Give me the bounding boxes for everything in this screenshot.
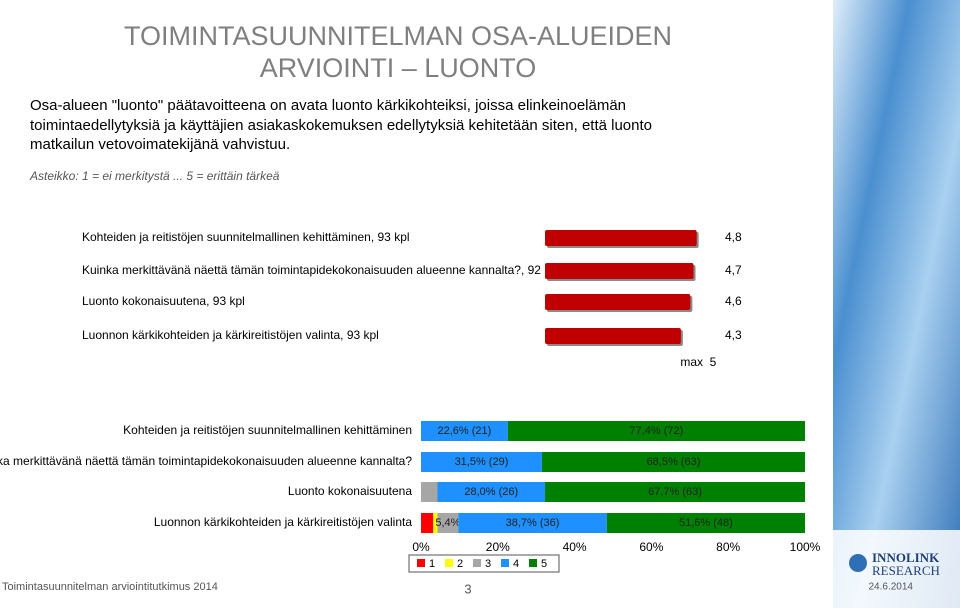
- x-tick-label: 5: [710, 355, 717, 369]
- value-label: 4,7: [725, 263, 742, 277]
- bar: [545, 294, 691, 310]
- value-label: 5,4%: [435, 517, 460, 529]
- value-label: 4,8: [725, 230, 742, 244]
- x-tick-label: 60%: [639, 540, 663, 554]
- bar-segment: [433, 513, 438, 533]
- bar-segment: [421, 452, 542, 472]
- intro: matkailun vetovoimatekijänä vahvistuu.: [30, 136, 290, 153]
- logo: RESEARCH: [872, 563, 940, 578]
- category-label: Kuinka merkittävänä näettä tämän toimint…: [82, 263, 560, 277]
- x-tick-label: 40%: [563, 540, 587, 554]
- bar: [545, 263, 694, 279]
- bar-segment: [421, 482, 438, 502]
- bar-segment: [421, 513, 434, 533]
- bar-segment: [458, 513, 607, 533]
- side-image: [833, 0, 960, 608]
- x-tick-label: 80%: [716, 540, 740, 554]
- category-label: Luonnon kärkikohteiden ja kärkireitistöj…: [154, 515, 412, 529]
- axis-label: max: [680, 355, 703, 369]
- value-label: 31,5% (29): [455, 456, 509, 468]
- bar-segment: [541, 452, 805, 472]
- intro: Osa-alueen "luonto" päätavoitteena on av…: [30, 97, 626, 114]
- value-label: 4,6: [725, 294, 742, 308]
- legend-label: 5: [541, 558, 547, 570]
- x-tick-label: 0%: [412, 540, 430, 554]
- category-label: Luonnon kärkikohteiden ja kärkireitistöj…: [82, 328, 379, 342]
- x-tick-label: 20%: [486, 540, 510, 554]
- value-label: 67,7% (63): [648, 486, 702, 498]
- page-number: 3: [464, 581, 471, 596]
- value-label: 22,6% (21): [437, 425, 491, 437]
- bar-segment: [421, 421, 508, 441]
- legend-swatch: [445, 559, 453, 567]
- category-label: Kohteiden ja reitistöjen suunnitelmallin…: [123, 423, 412, 437]
- bar-segment: [437, 513, 459, 533]
- legend-swatch: [417, 559, 425, 567]
- title: ARVIOINTI – LUONTO: [260, 53, 537, 83]
- legend-label: 1: [429, 558, 435, 570]
- value-label: 51,6% (48): [679, 517, 733, 529]
- category-label: Luonto kokonaisuutena: [288, 484, 412, 498]
- title: TOIMINTASUUNNITELMAN OSA-ALUEIDEN: [124, 21, 672, 51]
- date: 24.6.2014: [869, 582, 914, 593]
- category-label: Luonto kokonaisuutena, 93 kpl: [82, 294, 245, 308]
- legend-label: 2: [457, 558, 463, 570]
- legend-label: 3: [485, 558, 491, 570]
- value-label: 38,7% (36): [506, 517, 560, 529]
- logo-icon: [849, 554, 867, 572]
- footer: Toimintasuunnitelman arviointitutkimus 2…: [2, 581, 218, 593]
- scale: Asteikko: 1 = ei merkitystä ... 5 = erit…: [29, 169, 280, 183]
- bar-segment: [606, 513, 805, 533]
- bar: [545, 230, 697, 246]
- legend-label: 4: [513, 558, 519, 570]
- bar: [545, 328, 681, 344]
- x-tick-label: 100%: [790, 540, 821, 554]
- value-label: 28,0% (26): [464, 486, 518, 498]
- value-label: 68,5% (63): [647, 456, 701, 468]
- bar-segment: [437, 482, 546, 502]
- bar-segment: [545, 482, 805, 502]
- legend-swatch: [501, 559, 509, 567]
- bar-segment: [507, 421, 805, 441]
- category-label: Kohteiden ja reitistöjen suunnitelmallin…: [82, 230, 410, 244]
- category-label: Kuinka merkittävänä näettä tämän toimint…: [0, 454, 412, 468]
- value-label: 77,4% (72): [629, 425, 683, 437]
- value-label: 4,3: [725, 328, 742, 342]
- logo: INNOLINK: [872, 550, 940, 565]
- legend-swatch: [473, 559, 481, 567]
- legend-swatch: [529, 559, 537, 567]
- intro: toimintaedellytyksiä ja käyttäjien asiak…: [30, 117, 652, 134]
